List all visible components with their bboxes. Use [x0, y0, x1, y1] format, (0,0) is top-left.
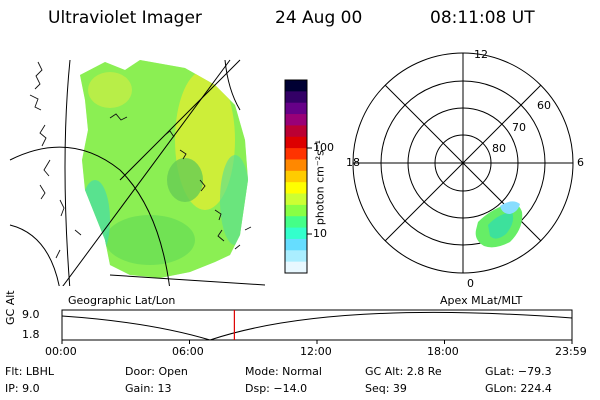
colorbar-segment: [285, 250, 307, 263]
colorbar-segment: [285, 238, 307, 251]
lat-label-80: 80: [492, 142, 506, 155]
colorbar-segment: [285, 170, 307, 183]
colorbar-segment: [285, 91, 307, 104]
colorbar-segment: [285, 125, 307, 138]
altitude-xtick: 12:00: [300, 345, 332, 358]
colorbar-segment: [285, 193, 307, 206]
altitude-xtick: 23:59: [555, 345, 587, 358]
mlt-label-6: 6: [577, 156, 584, 169]
colorbar-segment: [285, 204, 307, 217]
glon-value: GLon: 224.4: [485, 382, 552, 395]
door-value: Door: Open: [125, 365, 188, 378]
mode-value: Mode: Normal: [245, 365, 322, 378]
mlt-label-18: 18: [346, 156, 360, 169]
colorbar-segment: [285, 148, 307, 160]
colorbar-segment: [285, 261, 307, 274]
colorbar-segment: [285, 80, 307, 92]
geographic-image: [9, 59, 265, 286]
altitude-xtick: 18:00: [427, 345, 459, 358]
instrument-title: Ultraviolet Imager: [48, 8, 202, 28]
colorbar: [285, 80, 307, 274]
colorbar-segment: [285, 114, 307, 126]
altitude-plot: [61, 309, 573, 344]
flt-value: Flt: LBHL: [5, 365, 54, 378]
altitude-ytick-high: 9.0: [22, 308, 40, 321]
seq-value: Seq: 39: [365, 382, 407, 395]
dsp-value: Dsp: −14.0: [245, 382, 308, 395]
colorbar-segment: [285, 182, 307, 195]
colorbar-segment: [285, 227, 307, 240]
right-panel-caption: Apex MLat/MLT: [440, 294, 523, 307]
polar-plot: [352, 52, 574, 274]
altitude-xtick: 00:00: [45, 345, 77, 358]
colorbar-label-100: 100: [313, 141, 334, 154]
colorbar-segment: [285, 136, 307, 149]
colorbar-frame: [284, 79, 308, 274]
colorbar-label-10: 10: [313, 227, 327, 240]
mlt-label-0: 0: [467, 277, 474, 290]
altitude-xtick: 06:00: [172, 345, 204, 358]
glat-value: GLat: −79.3: [485, 365, 552, 378]
mlt-label-12: 12: [474, 48, 488, 61]
altitude-ytick-low: 1.8: [22, 328, 40, 341]
colorbar-segment: [285, 102, 307, 115]
colorbar-units: photon cm⁻²s⁻¹: [313, 139, 327, 226]
lat-label-70: 70: [512, 121, 526, 134]
date-label: 24 Aug 00: [275, 8, 363, 28]
colorbar-segment: [285, 159, 307, 172]
ip-value: IP: 9.0: [5, 382, 40, 395]
left-panel-caption: Geographic Lat/Lon: [68, 294, 176, 307]
lat-label-60: 60: [537, 99, 551, 112]
gc-alt-value: GC Alt: 2.8 Re: [365, 365, 442, 378]
polar-aurora: [475, 201, 523, 248]
gain-value: Gain: 13: [125, 382, 172, 395]
altitude-ylabel: GC Alt: [4, 290, 17, 325]
colorbar-segment: [285, 216, 307, 229]
time-label: 08:11:08 UT: [430, 8, 535, 28]
